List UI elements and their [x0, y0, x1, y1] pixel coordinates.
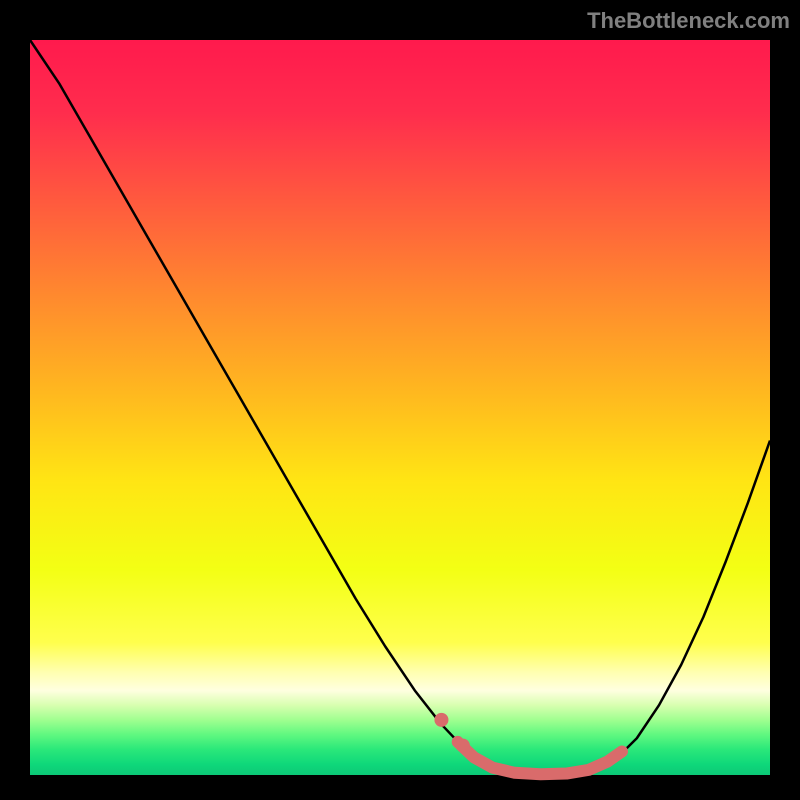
plot-area [30, 40, 770, 775]
curve-overlay [30, 40, 770, 775]
bottleneck-curve [30, 40, 770, 775]
chart-container: TheBottleneck.com [0, 0, 800, 800]
watermark-text: TheBottleneck.com [587, 8, 790, 34]
highlight-dot [434, 713, 448, 727]
highlight-dots [434, 713, 469, 753]
optimal-range-highlight [458, 742, 622, 774]
highlight-dot [456, 739, 470, 753]
